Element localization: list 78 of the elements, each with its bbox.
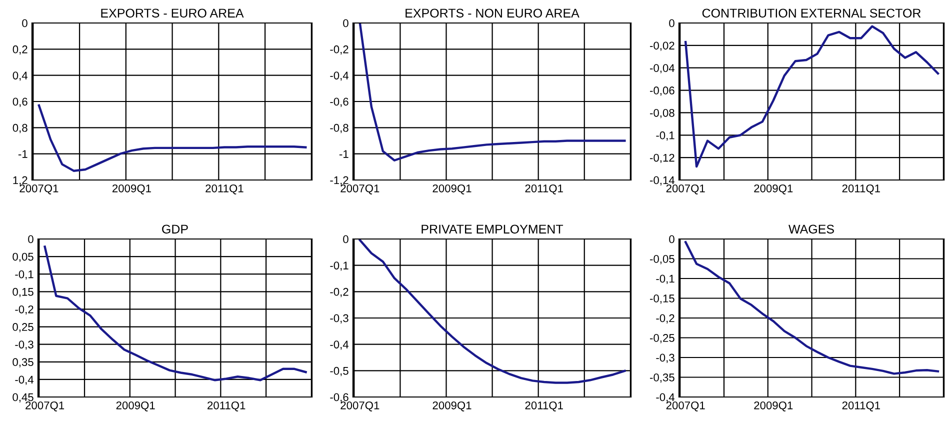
y-tick-label: -0,3: [330, 314, 348, 324]
y-tick-label: -0,3: [15, 340, 34, 350]
chart-title: CONTRIBUTION EXTERNAL SECTOR: [702, 8, 921, 18]
y-tick-label: 1,2: [13, 176, 28, 186]
chart-title: GDP: [162, 224, 188, 234]
y-tick-label: -0,1: [330, 262, 348, 271]
x-tick-label: 2009Q1: [112, 184, 151, 194]
x-tick-label: 2009Q1: [432, 401, 472, 412]
x-tick-label: 2007Q1: [340, 184, 380, 194]
y-tick-label: 0,2: [12, 45, 28, 55]
y-tick-label: -0,15: [650, 294, 674, 304]
x-tick-label: 2011Q1: [208, 401, 246, 412]
y-tick-label: -0,2: [330, 45, 348, 55]
x-tick-label: 2011Q1: [842, 184, 880, 194]
y-tick-label: 0: [669, 235, 674, 244]
y-tick-label: 0: [28, 235, 34, 244]
y-tick-label: -0,2: [15, 305, 34, 315]
y-tick-label: -0,05: [650, 255, 674, 264]
y-tick-label: -0,14: [650, 176, 675, 186]
y-tick-label: -1: [339, 150, 348, 158]
y-tick-label: 0,6: [12, 98, 28, 107]
y-tick-label: -0,4: [330, 72, 349, 81]
x-tick-label: 2011Q1: [206, 184, 244, 194]
line-series: [358, 239, 626, 384]
y-tick-label: -0,6: [330, 393, 348, 402]
x-tick-label: 2007Q1: [26, 401, 64, 412]
y-tick-label: -0,2: [330, 288, 348, 298]
line-series: [358, 23, 626, 162]
line-series: [38, 104, 307, 172]
y-tick-label: -0,5: [330, 366, 348, 376]
x-tick-label: 2009Q1: [432, 184, 472, 194]
line-series: [44, 246, 307, 382]
y-tick-label: 0,8: [12, 124, 28, 134]
chart-title: EXPORTS - EURO AREA: [101, 8, 244, 18]
y-tick-label: -0,12: [650, 154, 674, 164]
x-tick-label: 2007Q1: [340, 401, 380, 412]
chart-title: EXPORTS - NON EURO AREA: [406, 8, 580, 18]
y-tick-label: 0,15: [12, 288, 34, 298]
y-tick-label: 0: [343, 19, 348, 28]
line-series: [684, 25, 940, 168]
y-tick-label: 0,4: [12, 72, 28, 81]
y-tick-label: 0,05: [12, 252, 34, 262]
x-tick-label: 2011Q1: [525, 184, 563, 194]
y-tick-label: 0: [22, 19, 28, 28]
x-tick-label: 2007Q1: [666, 401, 705, 412]
y-tick-label: 0: [669, 19, 674, 28]
y-tick-label: -0,4: [15, 376, 34, 385]
y-tick-label: -0,02: [650, 42, 674, 51]
y-tick-label: -0,4: [656, 393, 675, 402]
y-tick-label: -0,4: [330, 340, 349, 350]
y-tick-label: -0,25: [650, 334, 674, 344]
y-tick-label: -0,6: [330, 98, 348, 107]
x-tick-label: 2009Q1: [754, 184, 793, 194]
y-tick-label: -0,04: [650, 64, 675, 74]
y-tick-label: -0,8: [330, 124, 348, 134]
x-tick-label: 2009Q1: [116, 401, 155, 412]
chart-title: PRIVATE EMPLOYMENT: [422, 224, 564, 234]
y-tick-label: -1,2: [330, 176, 348, 186]
y-tick-label: 0: [343, 235, 348, 244]
y-tick-label: -0,06: [650, 86, 674, 96]
x-tick-label: 2007Q1: [666, 184, 705, 194]
y-tick-label: 0,25: [12, 323, 34, 332]
y-tick-label: 0,35: [12, 358, 34, 368]
y-tick-label: 0,45: [12, 393, 34, 402]
y-tick-label: -1: [18, 150, 28, 158]
chart-title: WAGES: [788, 224, 834, 234]
x-tick-label: 2011Q1: [525, 401, 563, 412]
x-tick-label: 2007Q1: [20, 184, 58, 194]
y-tick-label: -0,08: [650, 108, 674, 118]
x-tick-label: 2009Q1: [754, 401, 793, 412]
y-tick-label: -0,1: [15, 270, 34, 280]
y-tick-label: -0,1: [656, 131, 674, 141]
y-tick-label: -0,3: [656, 354, 674, 363]
x-tick-label: 2011Q1: [842, 401, 880, 412]
y-tick-label: -0,1: [656, 274, 674, 284]
line-series: [684, 241, 940, 375]
y-tick-label: -0,35: [650, 374, 674, 383]
y-tick-label: -0,2: [656, 314, 674, 324]
